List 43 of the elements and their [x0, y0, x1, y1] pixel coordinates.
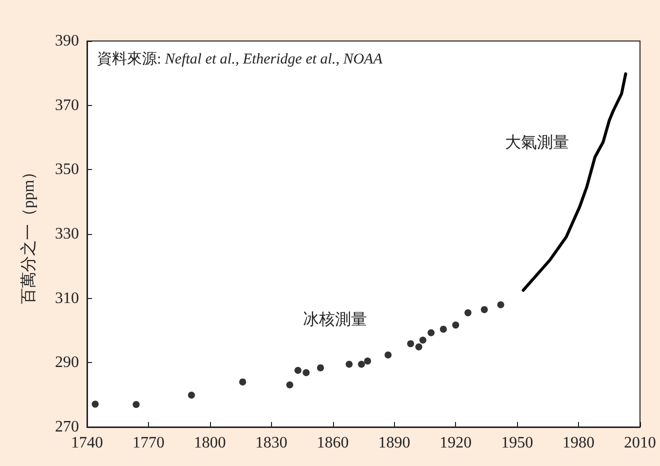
point: [358, 360, 365, 368]
point: [346, 360, 353, 368]
x-tick-label: 1830: [255, 434, 288, 452]
point: [440, 326, 447, 333]
point: [316, 364, 324, 372]
point: [419, 336, 426, 344]
y-tick-label: 370: [55, 96, 79, 114]
point: [452, 322, 460, 329]
y-tick-label: 270: [55, 418, 79, 436]
x-tick-label: 1740: [71, 434, 103, 452]
x-tick-label: 1770: [132, 434, 164, 452]
point: [132, 400, 140, 408]
x-tick-label: 1860: [316, 434, 349, 452]
point: [239, 378, 246, 386]
point: [286, 381, 294, 388]
point: [428, 329, 435, 336]
point: [188, 392, 195, 399]
point: [294, 366, 302, 374]
point: [480, 306, 488, 314]
x-tick-label: 1890: [378, 434, 410, 452]
point: [384, 351, 392, 358]
x-tick-label: 2010: [624, 434, 656, 452]
point: [497, 301, 504, 308]
point: [415, 343, 422, 350]
point: [407, 340, 414, 348]
x-tick-label: 1800: [194, 434, 226, 452]
y-axis-title: 百萬分之一（ppm）: [20, 164, 38, 304]
annotation: 大氣測量: [505, 134, 569, 152]
annotation: 冰核測量: [303, 310, 367, 328]
y-tick-label: 350: [55, 161, 79, 178]
point: [302, 369, 310, 376]
y-tick-label: 290: [55, 354, 79, 372]
x-tick-label: 1950: [501, 434, 534, 452]
y-tick-label: 390: [55, 32, 79, 50]
x-tick-label: 1920: [440, 434, 472, 452]
point: [364, 358, 372, 365]
point: [92, 400, 99, 408]
point: [464, 309, 472, 316]
x-tick-label: 1980: [562, 434, 595, 452]
y-tick-label: 330: [55, 226, 79, 242]
y-tick-label: 310: [55, 290, 79, 307]
line-series: [522, 72, 628, 292]
annotation: 資料來源: Neftal et al., Etheridge et al., NOAA: [97, 50, 384, 68]
